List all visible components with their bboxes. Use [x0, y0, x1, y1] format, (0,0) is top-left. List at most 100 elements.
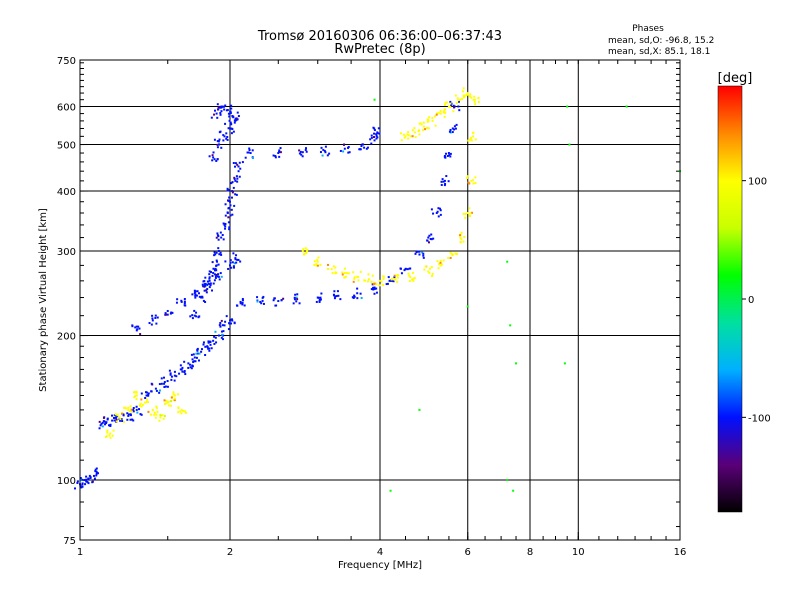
data-point [180, 408, 183, 411]
data-point [191, 358, 194, 361]
data-point [353, 295, 356, 298]
data-point [237, 165, 240, 168]
data-point [280, 299, 283, 302]
data-point [141, 403, 144, 406]
data-point [343, 143, 346, 146]
data-point [348, 151, 351, 154]
data-point [204, 345, 207, 348]
data-point [333, 290, 336, 293]
data-point [195, 356, 198, 359]
data-point [197, 359, 200, 362]
data-point [443, 108, 446, 111]
data-point [397, 274, 400, 277]
data-point [319, 298, 322, 301]
data-point [232, 162, 235, 165]
data-point [217, 273, 220, 276]
data-point [428, 234, 431, 237]
data-point [470, 211, 473, 214]
data-point [234, 258, 237, 261]
data-point [131, 418, 134, 421]
data-point [194, 290, 197, 293]
data-point [466, 305, 469, 308]
data-point [147, 400, 150, 403]
data-point [135, 329, 138, 332]
data-point [133, 396, 136, 399]
data-point [84, 483, 87, 486]
data-point [439, 259, 442, 262]
y-axis-label: Stationary phase Virtual Height [km] [38, 208, 49, 392]
data-point [232, 252, 235, 255]
data-point [421, 251, 424, 254]
data-point [378, 132, 381, 135]
data-point [331, 272, 334, 275]
data-point [216, 140, 219, 143]
data-point [139, 413, 142, 416]
data-point [292, 302, 295, 305]
data-point [213, 273, 216, 276]
data-point [375, 287, 378, 290]
data-point [411, 129, 414, 132]
data-point [341, 271, 344, 274]
x-tick-label: 4 [377, 547, 383, 558]
data-point [168, 404, 171, 407]
x-tick-label: 8 [527, 547, 533, 558]
data-point [339, 298, 342, 301]
data-point [105, 435, 108, 438]
data-point [147, 392, 150, 395]
data-point [230, 322, 233, 325]
data-point [170, 311, 173, 314]
data-point [568, 143, 571, 146]
data-point [318, 298, 321, 301]
data-point [404, 267, 407, 270]
data-point [380, 280, 383, 283]
data-point [304, 247, 307, 250]
data-point [224, 203, 227, 206]
data-point [363, 146, 366, 149]
data-point [155, 413, 158, 416]
data-point [334, 266, 337, 269]
data-point [215, 159, 218, 162]
data-point [336, 290, 339, 293]
data-point [235, 193, 238, 196]
data-point [317, 256, 320, 259]
legend-line-x: mean, sd,X: 85.1, 18.1 [608, 47, 710, 57]
data-point [319, 296, 322, 299]
data-point [375, 133, 378, 136]
data-point [123, 406, 126, 409]
data-point [477, 97, 480, 100]
data-point [106, 431, 109, 434]
data-point [132, 407, 135, 410]
data-point [313, 263, 316, 266]
data-point [370, 142, 373, 145]
data-point [458, 109, 461, 112]
data-point [166, 309, 169, 312]
data-point [305, 251, 308, 254]
data-point [273, 297, 276, 300]
data-point [138, 408, 141, 411]
data-point [151, 314, 154, 317]
data-point [376, 136, 379, 139]
data-point [164, 385, 167, 388]
data-point [303, 253, 306, 256]
data-point [236, 258, 239, 261]
data-point [418, 133, 421, 136]
data-point [231, 191, 234, 194]
data-point [219, 325, 222, 328]
data-point [204, 276, 207, 279]
data-point [256, 300, 259, 303]
y-tick-label: 500 [57, 141, 76, 152]
data-point [474, 138, 477, 141]
data-point [296, 298, 299, 301]
data-point [150, 390, 153, 393]
data-point [217, 106, 220, 109]
data-point [109, 423, 112, 426]
data-point [178, 372, 181, 375]
data-point [180, 300, 183, 303]
data-point [221, 105, 224, 108]
data-point [423, 268, 426, 271]
data-point [222, 105, 225, 108]
data-point [205, 289, 208, 292]
data-point [216, 260, 219, 263]
data-point [449, 152, 452, 155]
data-point [404, 135, 407, 138]
